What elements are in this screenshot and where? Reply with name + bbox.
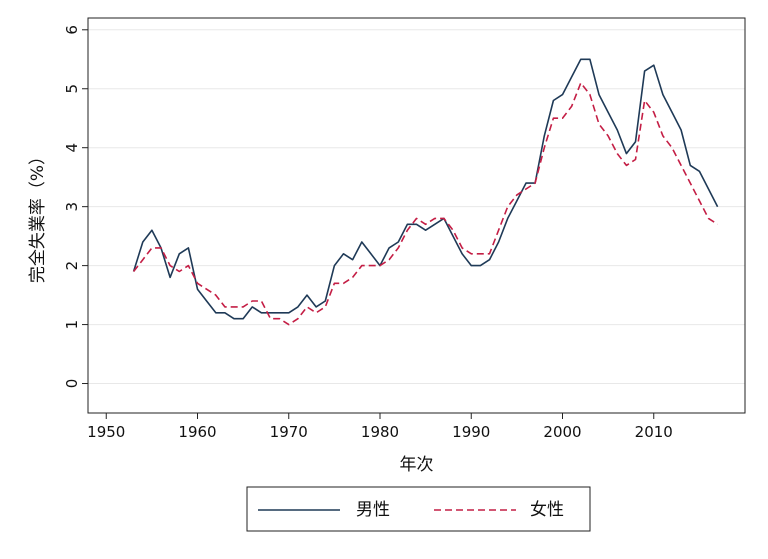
x-tick-label: 1980 [361, 423, 399, 441]
x-tick-label: 1960 [178, 423, 216, 441]
x-tick-label: 1990 [452, 423, 490, 441]
series-line-female [132, 82, 719, 326]
series-line-male [132, 58, 719, 320]
y-tick-label: 6 [63, 25, 81, 35]
y-tick-label: 1 [63, 320, 81, 330]
plot-frame [87, 17, 746, 414]
x-axis: 1950 1960 1970 1980 1990 2000 2010 [87, 413, 673, 441]
legend-label-female: 女性 [530, 500, 564, 520]
y-axis-title: 完全失業率（%） [28, 148, 48, 283]
x-tick-label: 2010 [635, 423, 673, 441]
y-tick-label: 3 [63, 202, 81, 212]
gridlines [88, 29, 745, 385]
y-tick-label: 2 [63, 261, 81, 271]
x-tick-label: 2000 [543, 423, 581, 441]
x-axis-title: 年次 [400, 455, 434, 475]
legend-label-male: 男性 [356, 500, 390, 520]
y-tick-label: 5 [63, 84, 81, 94]
y-axis: 0 1 2 3 4 5 6 [63, 25, 88, 388]
x-tick-label: 1950 [87, 423, 125, 441]
y-tick-label: 4 [63, 143, 81, 153]
legend-box [246, 486, 591, 532]
legend: 男性 女性 [246, 486, 591, 532]
x-tick-label: 1970 [270, 423, 308, 441]
y-tick-label: 0 [63, 379, 81, 389]
series-layer [132, 58, 719, 326]
